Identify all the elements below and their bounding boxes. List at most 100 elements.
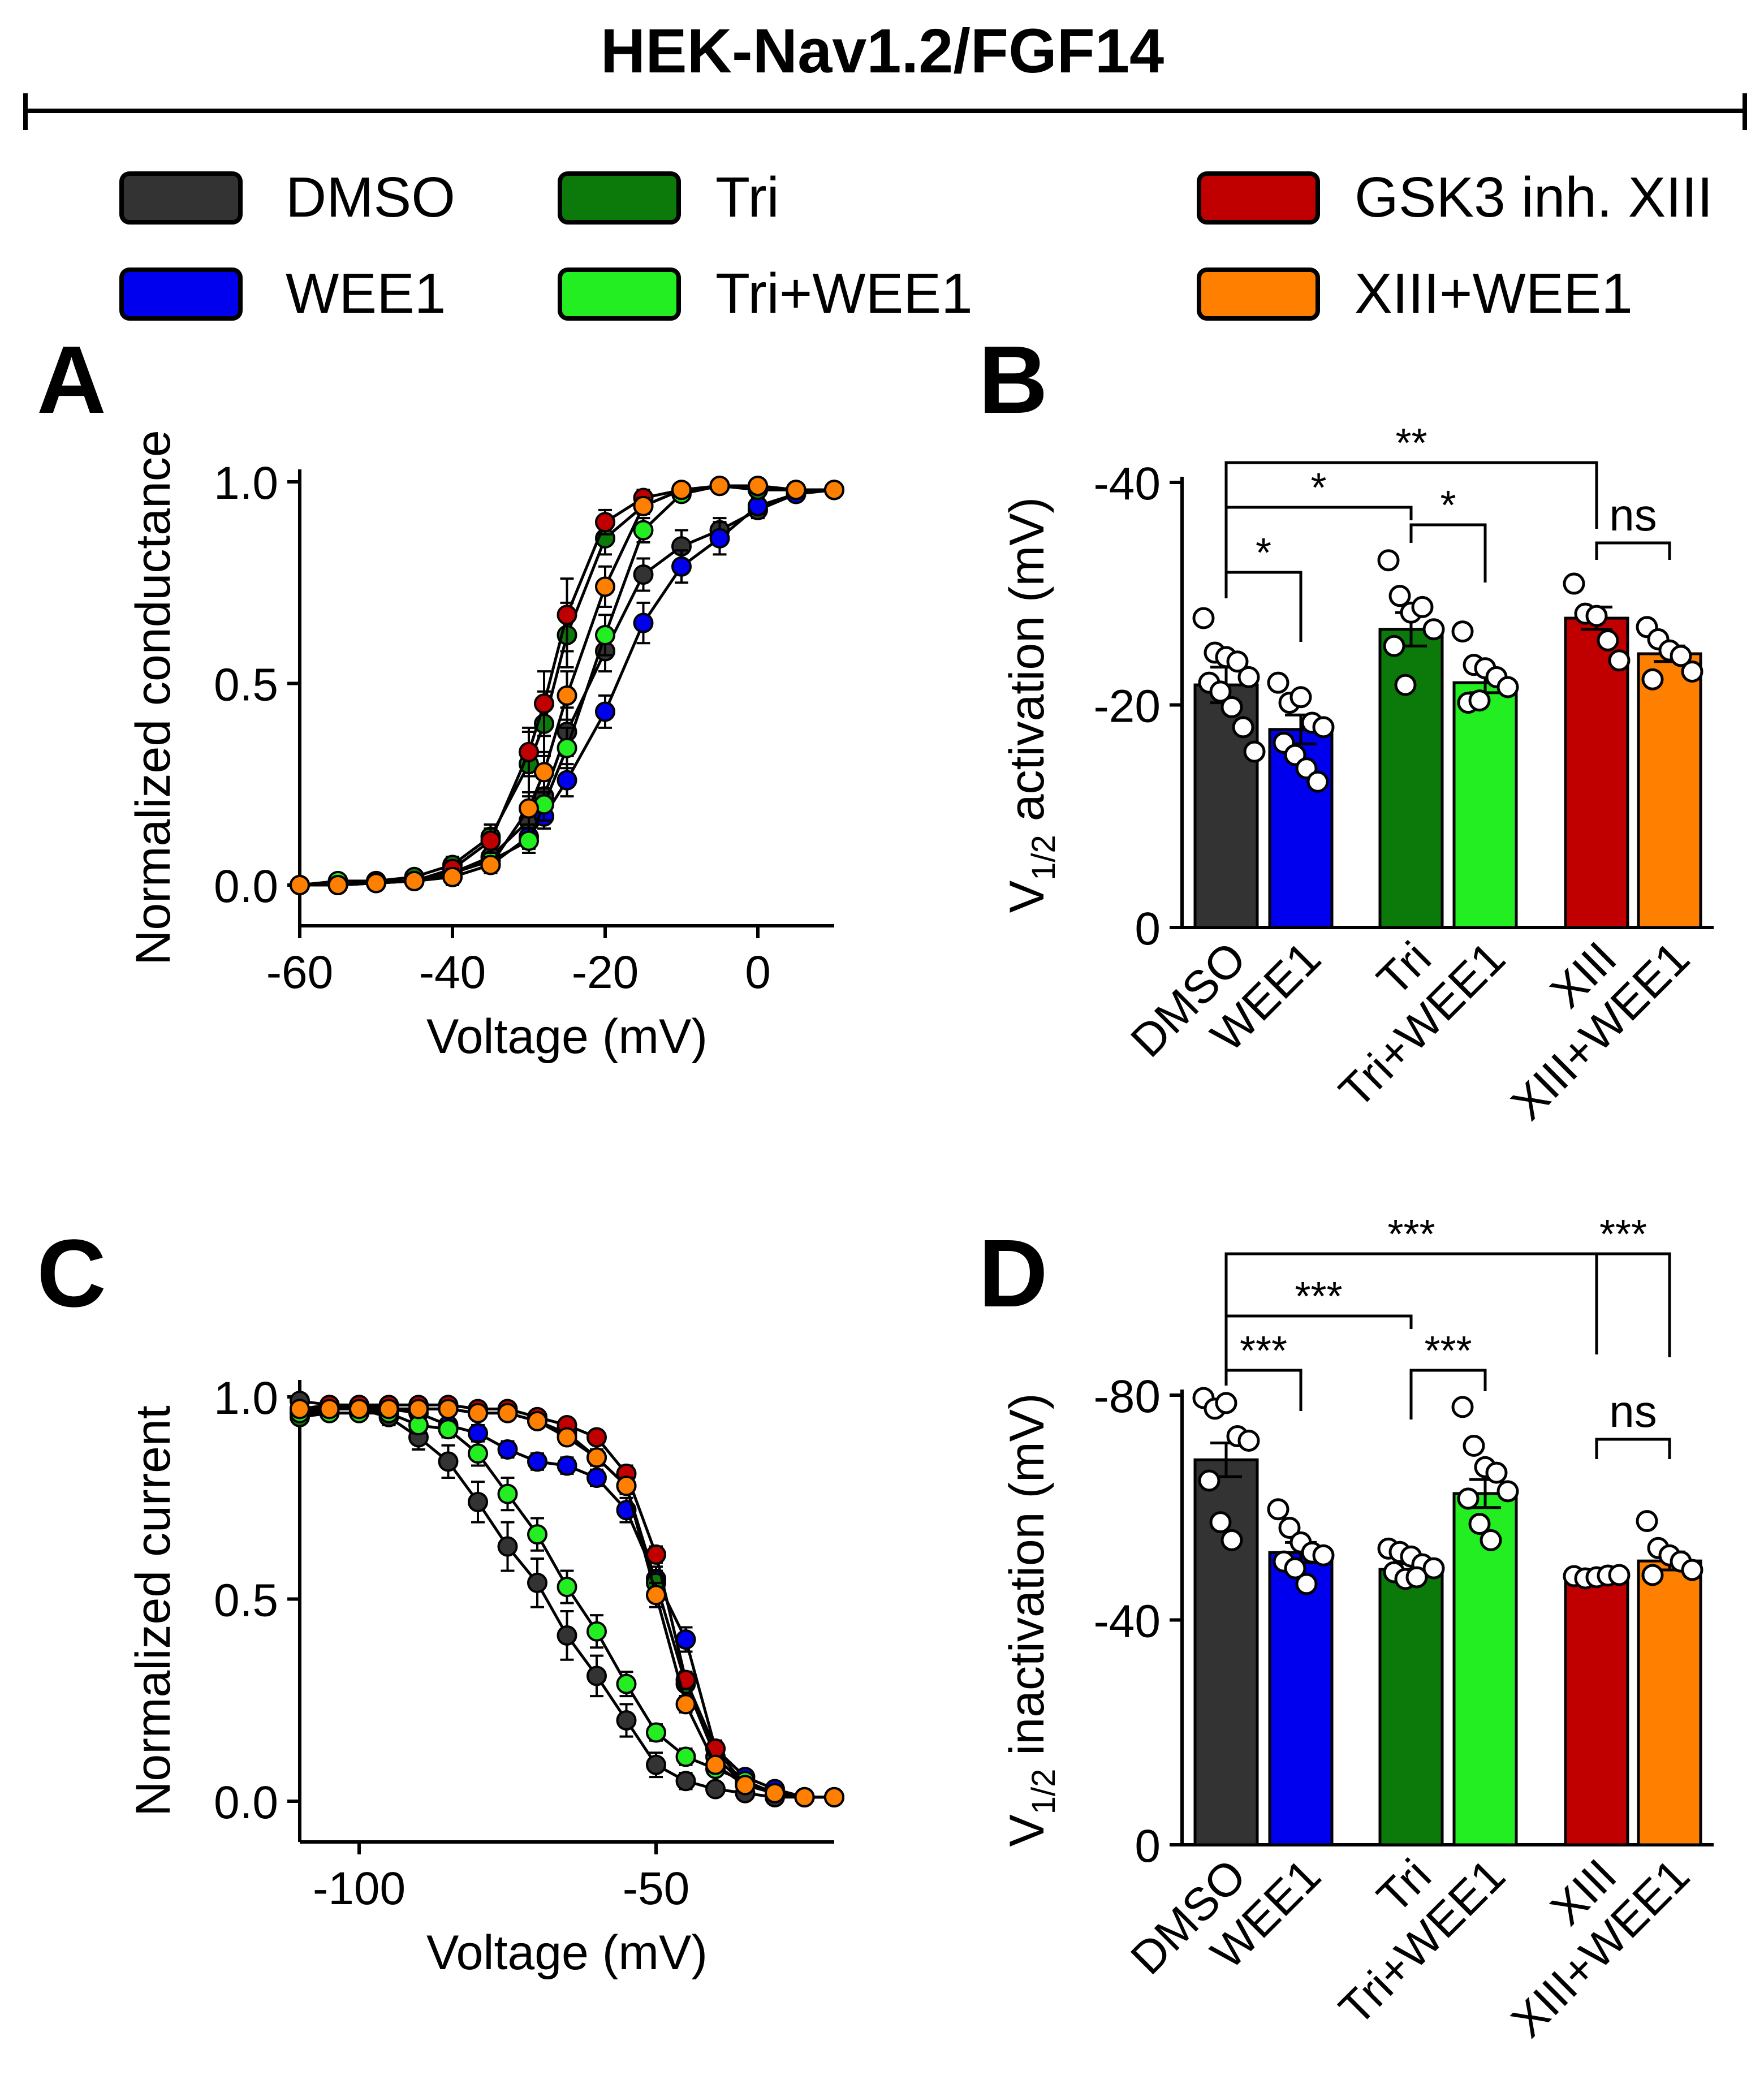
individual-point	[1237, 666, 1260, 688]
bar-tri-wee1	[1452, 681, 1518, 929]
y-axis-label-rest: activation (mV)	[1000, 497, 1054, 835]
legend-label-dmso: DMSO	[286, 166, 455, 229]
x-tick-label: -50	[623, 1863, 690, 1914]
y-axis-label: Normalized conductance	[126, 430, 180, 965]
data-point	[438, 1399, 459, 1419]
data-point	[794, 1787, 815, 1807]
individual-point	[1284, 1557, 1306, 1580]
y-tick-label: 0.5	[214, 1575, 278, 1626]
legend-swatch-xiii-wee1	[1197, 267, 1320, 321]
data-point	[646, 1722, 666, 1743]
bar-xiii-wee1	[1637, 652, 1702, 929]
panel-c-inactivation-curve: 0.0 0.5 1.0 -100 -50 Voltage (mV) Normalized c…	[126, 1373, 844, 1980]
individual-point	[1226, 650, 1249, 673]
individual-point	[1641, 668, 1664, 691]
y-axis-label-main: V	[1000, 881, 1054, 913]
series-line-tri	[300, 484, 834, 887]
legend-label-gsk3-inh-xiii: GSK3 inh. XIII	[1355, 166, 1713, 229]
bracket-line	[1595, 1252, 1671, 1357]
data-point	[480, 855, 501, 875]
data-point	[748, 476, 768, 497]
significance-bracket: **	[1224, 421, 1598, 598]
individual-point	[1209, 680, 1232, 703]
bar-tri-wee1	[1452, 1492, 1518, 1846]
individual-point	[1237, 1429, 1260, 1452]
individual-point	[1422, 1557, 1445, 1580]
individual-point	[1485, 1461, 1508, 1484]
y-tick-label: -20	[1093, 681, 1161, 732]
individual-point	[1480, 1529, 1502, 1551]
individual-point	[1306, 770, 1329, 793]
data-point	[468, 1443, 488, 1464]
series-xiii-wee1	[290, 1399, 844, 1807]
significance-label: ***	[1295, 1274, 1342, 1319]
data-point	[519, 798, 539, 819]
significance-bracket: ns	[1595, 490, 1671, 560]
data-point	[675, 1746, 696, 1767]
panel-label-b: B	[978, 326, 1048, 434]
individual-point	[1681, 1559, 1703, 1581]
data-point	[824, 480, 844, 500]
data-point	[595, 512, 615, 533]
data-point	[468, 1423, 488, 1444]
panel-a-activation-curve: 0.0 0.5 1.0 -60 -40 -20 0 Voltage (mV) Normalize…	[126, 430, 844, 1064]
data-point	[765, 1783, 785, 1803]
data-point	[646, 1754, 666, 1775]
data-point	[349, 1399, 369, 1419]
significance-bracket: *	[1224, 530, 1302, 642]
bar-wee1	[1268, 1551, 1334, 1846]
legend-label-tri: Tri	[715, 166, 779, 229]
data-point	[557, 605, 577, 625]
significance-label: ***	[1387, 1212, 1435, 1257]
data-point	[468, 1491, 488, 1512]
data-point	[595, 624, 615, 645]
data-point	[497, 1483, 518, 1504]
individual-point	[1468, 689, 1491, 712]
series-line-xiii-wee1	[300, 484, 834, 887]
individual-point	[1215, 1392, 1237, 1414]
data-point	[468, 1403, 488, 1423]
y-axis-label-main: V	[1000, 1814, 1054, 1846]
data-point	[527, 1451, 547, 1472]
individual-point	[1388, 585, 1411, 607]
significance-label: ***	[1599, 1212, 1647, 1257]
data-point	[497, 1536, 518, 1557]
data-point	[497, 1439, 518, 1460]
y-tick-label: -40	[1093, 458, 1161, 510]
data-point	[527, 1572, 547, 1593]
significance-bracket: ns	[1595, 1386, 1671, 1459]
individual-point	[1681, 660, 1703, 683]
series-xiii-wee1	[290, 476, 844, 895]
data-point	[616, 1475, 637, 1496]
individual-point	[1641, 1564, 1664, 1586]
significance-label: ***	[1424, 1328, 1472, 1374]
data-point	[633, 495, 654, 516]
data-point	[705, 1754, 726, 1775]
significance-bracket: ***	[1224, 1328, 1302, 1411]
data-point	[586, 1666, 607, 1686]
y-axis-label: V1/2 activation (mV)	[1000, 497, 1062, 913]
data-point	[735, 1775, 756, 1796]
data-point	[534, 693, 554, 714]
x-tick-label: -20	[572, 947, 639, 998]
data-point	[586, 1468, 607, 1488]
individual-point	[1608, 649, 1631, 672]
data-point	[557, 770, 577, 791]
data-point	[527, 1410, 547, 1431]
data-point	[527, 1524, 547, 1545]
data-point	[519, 741, 539, 762]
legend-swatch-wee1	[119, 267, 243, 321]
individual-point	[1422, 618, 1445, 641]
data-point	[786, 480, 806, 500]
x-tick-label: -100	[313, 1863, 406, 1914]
bar-xiii-wee1	[1637, 1559, 1702, 1846]
y-axis-label: V1/2 inactivation (mV)	[1000, 1393, 1062, 1846]
individual-point	[1295, 1573, 1318, 1595]
legend-swatch-tri-wee1	[558, 267, 681, 321]
y-axis-label-sub: 1/2	[1025, 835, 1062, 881]
data-point	[824, 1787, 844, 1807]
data-point	[675, 1771, 696, 1792]
data-point	[671, 556, 692, 577]
